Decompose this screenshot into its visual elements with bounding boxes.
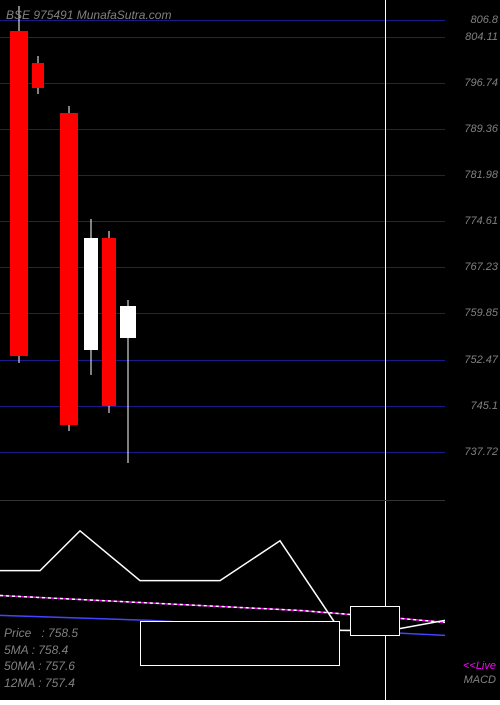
gridline: [0, 37, 445, 38]
candle[interactable]: [102, 231, 116, 412]
info-box: Price : 758.5 5MA : 758.4 50MA : 757.6 1…: [4, 625, 78, 692]
price-plot[interactable]: [0, 0, 445, 500]
chart-title: BSE 975491 MunafaSutra.com: [6, 8, 171, 22]
candle[interactable]: [60, 106, 78, 431]
candle-body: [32, 63, 44, 88]
indicator-box: [350, 606, 400, 636]
price-level-label: 737.72: [464, 446, 498, 458]
price-level-label: 796.74: [464, 77, 498, 89]
stock-chart: BSE 975491 MunafaSutra.com 806.8 804.11 79…: [0, 0, 500, 700]
price-level-label: 752.47: [464, 354, 498, 366]
price-level-label: 781.98: [464, 169, 498, 181]
candle[interactable]: [10, 6, 28, 362]
candle-body: [102, 238, 116, 407]
live-label: <<Live: [463, 660, 496, 672]
candle-body: [10, 31, 28, 356]
price-level-label: 804.11: [465, 31, 498, 43]
price-level-label: 789.36: [464, 123, 498, 135]
price-level-label: 774.61: [464, 215, 498, 227]
candle[interactable]: [84, 219, 98, 375]
candle-body: [60, 113, 78, 426]
price-row: Price : 758.5: [4, 625, 78, 642]
gridline: [0, 452, 445, 453]
candle[interactable]: [120, 300, 136, 463]
gridline: [0, 83, 445, 84]
price-level-label: 767.23: [464, 261, 498, 273]
candle-body: [84, 238, 98, 351]
indicator-box: [140, 621, 340, 666]
symbol-label: 975491: [33, 8, 73, 22]
ma5-row: 5MA : 758.4: [4, 642, 78, 659]
source-label: MunafaSutra.com: [77, 8, 172, 22]
ma50-row: 50MA : 757.6: [4, 658, 78, 675]
candle-body: [120, 306, 136, 337]
price-axis: 806.8 804.11 796.74 789.36 781.98 774.61 767.2…: [445, 0, 500, 500]
price-level-label: 759.85: [464, 307, 498, 319]
macd-label: MACD: [464, 674, 496, 686]
candle[interactable]: [32, 56, 44, 94]
price-level-label: 806.8: [470, 14, 498, 26]
ma12-row: 12MA : 757.4: [4, 675, 78, 692]
exchange-label: BSE: [6, 8, 30, 22]
price-level-label: 745.1: [470, 400, 498, 412]
